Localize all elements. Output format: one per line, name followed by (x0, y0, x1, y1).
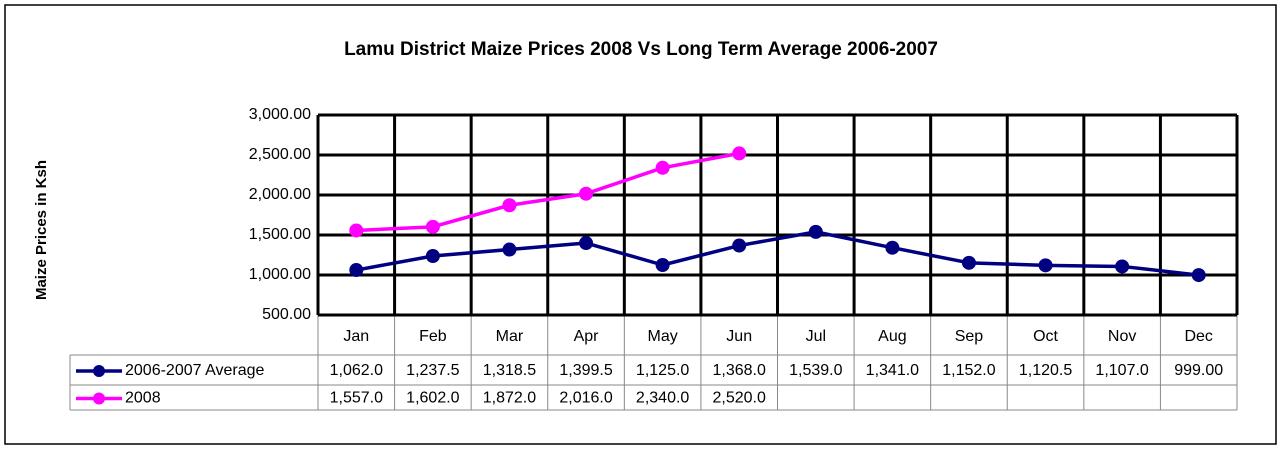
table-value: 999.00 (1174, 362, 1223, 379)
table-value: 1,120.5 (1019, 362, 1072, 379)
chart-border (4, 4, 1277, 445)
chart-title: Lamu District Maize Prices 2008 Vs Long … (344, 39, 938, 60)
y-tick-label: 2,000.00 (249, 186, 311, 203)
data-point (732, 238, 747, 253)
table-value: 2,520.0 (713, 390, 766, 407)
table-value: 1,539.0 (789, 362, 842, 379)
x-tick-label: Oct (1033, 328, 1058, 345)
data-point (502, 198, 517, 213)
table-value: 1,152.0 (942, 362, 995, 379)
y-tick-label: 2,500.00 (249, 146, 311, 163)
data-point (502, 242, 517, 257)
x-tick-label: Jan (343, 328, 369, 345)
x-tick-label: Jun (726, 328, 752, 345)
data-point (808, 224, 823, 239)
data-point (579, 186, 594, 201)
table-value: 1,318.5 (483, 362, 536, 379)
data-point (885, 240, 900, 255)
data-point (349, 223, 364, 238)
y-tick-label: 500.00 (262, 306, 311, 323)
x-tick-label: Sep (955, 328, 984, 345)
table-value: 1,125.0 (636, 362, 689, 379)
data-point (961, 255, 976, 270)
legend-label: 2006-2007 Average (125, 362, 264, 379)
data-point (655, 160, 670, 175)
legend-label: 2008 (125, 390, 161, 407)
series-line (356, 151, 740, 233)
table-value: 1,872.0 (483, 390, 536, 407)
data-point (425, 249, 440, 263)
x-tick-label: Mar (496, 328, 524, 345)
table-value: 1,237.5 (406, 362, 459, 379)
x-tick-label: May (648, 328, 678, 345)
series-line (355, 230, 1199, 277)
table-value: 2,016.0 (559, 390, 612, 407)
data-point (1115, 259, 1130, 274)
data-point (1191, 268, 1206, 283)
legend-marker (93, 365, 105, 377)
data-point (655, 258, 670, 272)
x-tick-label: Aug (878, 328, 906, 345)
table-value: 1,399.5 (559, 362, 612, 379)
table-value: 1,602.0 (406, 390, 459, 407)
y-tick-label: 3,000.00 (249, 106, 311, 123)
x-tick-label: Jul (806, 328, 826, 345)
x-tick-label: Apr (574, 328, 600, 345)
data-point (579, 236, 594, 251)
data-point (1038, 258, 1053, 273)
y-axis-label: Maize Prices in Ksh (33, 160, 50, 300)
data-point (732, 146, 747, 161)
table-value: 2,340.0 (636, 390, 689, 407)
data-point (349, 263, 364, 278)
y-tick-label: 1,000.00 (249, 266, 311, 283)
legend-marker (93, 392, 105, 405)
table-value: 1,341.0 (866, 362, 919, 379)
data-point (425, 219, 440, 234)
table-value: 1,368.0 (713, 362, 766, 379)
table-value: 1,107.0 (1095, 362, 1148, 379)
x-tick-label: Dec (1184, 328, 1212, 345)
y-tick-label: 1,500.00 (249, 226, 311, 243)
table-value: 1,062.0 (330, 362, 383, 379)
x-tick-label: Nov (1108, 328, 1136, 345)
table-value: 1,557.0 (330, 390, 383, 407)
x-tick-label: Feb (419, 328, 447, 345)
